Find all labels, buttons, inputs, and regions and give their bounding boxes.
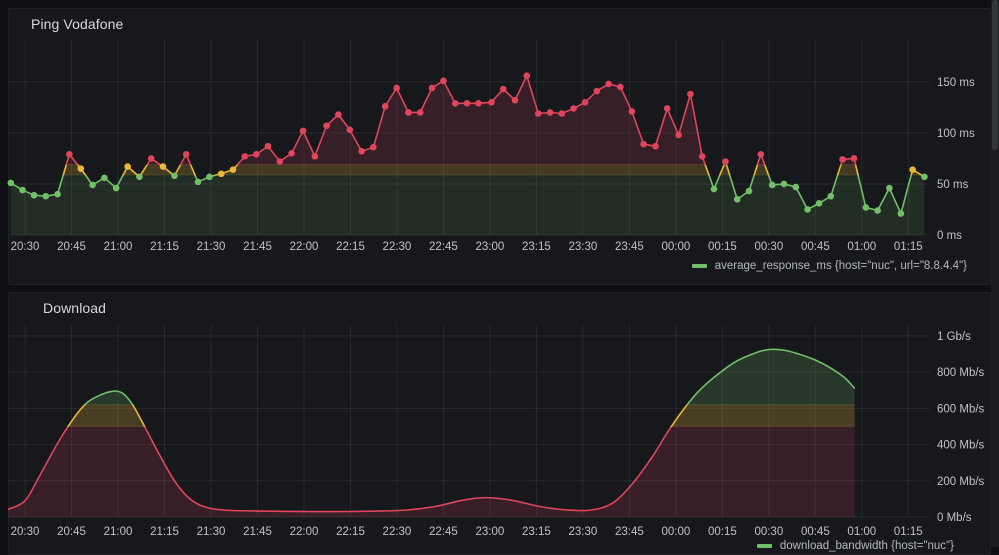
legend-ping-series[interactable]: average_response_ms {host="nuc", url="8.… (691, 260, 967, 272)
scrollbar-track[interactable] (991, 0, 999, 547)
legend-line-swatch-icon (756, 544, 772, 548)
panel-title-download[interactable]: Download (43, 300, 107, 316)
legend-line-swatch-icon (691, 264, 707, 268)
legend-series-label: download_bandwidth {host="nuc"} (779, 540, 954, 552)
legend-series-label: average_response_ms {host="nuc", url="8.… (714, 260, 967, 272)
panel-ping-vodafone: Ping Vodafone average_response_ms {host=… (8, 8, 991, 285)
legend-download-series[interactable]: download_bandwidth {host="nuc"} (756, 540, 954, 552)
panel-title-ping-vodafone[interactable]: Ping Vodafone (31, 16, 124, 32)
panel-download: Download download_bandwidth {host="nuc"} (8, 292, 991, 555)
scrollbar-thumb[interactable] (992, 0, 998, 150)
